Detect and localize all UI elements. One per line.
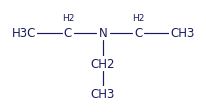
Text: H3C: H3C [12, 27, 36, 40]
Text: CH3: CH3 [91, 88, 115, 101]
Text: H2: H2 [132, 13, 144, 22]
Text: CH3: CH3 [170, 27, 194, 40]
Text: N: N [99, 27, 107, 40]
Text: CH2: CH2 [91, 57, 115, 70]
Text: H2: H2 [62, 13, 74, 22]
Text: C: C [134, 27, 142, 40]
Text: C: C [64, 27, 72, 40]
